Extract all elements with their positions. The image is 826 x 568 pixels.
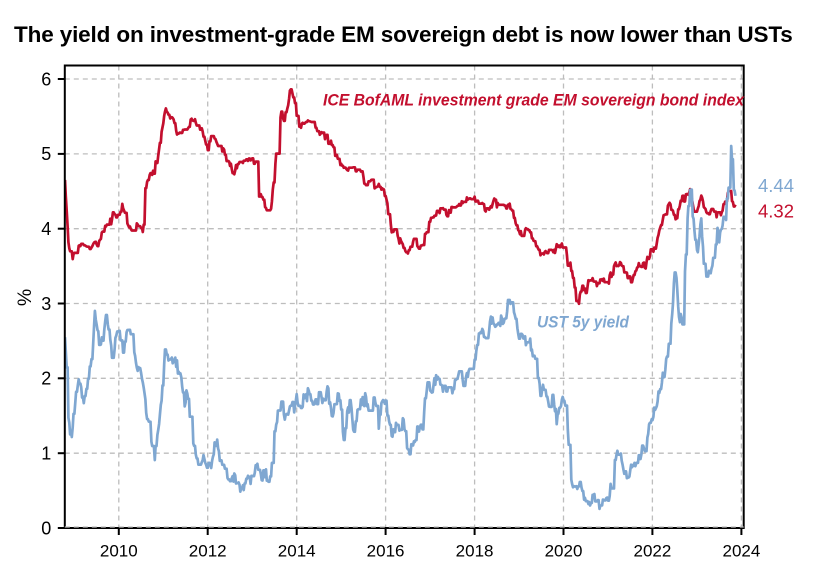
- svg-text:2014: 2014: [278, 541, 316, 560]
- svg-text:0: 0: [41, 518, 51, 538]
- svg-text:2016: 2016: [367, 541, 405, 560]
- svg-text:4: 4: [41, 219, 51, 239]
- svg-text:2012: 2012: [189, 541, 227, 560]
- svg-text:UST 5y yield: UST 5y yield: [537, 314, 630, 332]
- svg-text:The yield on investment-grade: The yield on investment-grade EM soverei…: [14, 22, 793, 47]
- svg-text:4.32: 4.32: [758, 201, 794, 222]
- svg-text:ICE BofAML investment grade EM: ICE BofAML investment grade EM sovereign…: [323, 92, 745, 110]
- svg-text:4.44: 4.44: [758, 175, 794, 196]
- svg-text:3: 3: [41, 294, 51, 314]
- svg-text:2020: 2020: [545, 541, 583, 560]
- svg-text:2024: 2024: [722, 541, 760, 560]
- svg-text:2: 2: [41, 369, 51, 389]
- svg-text:2010: 2010: [100, 541, 138, 560]
- svg-text:2022: 2022: [633, 541, 671, 560]
- svg-text:6: 6: [41, 69, 51, 89]
- svg-text:5: 5: [41, 144, 51, 164]
- svg-text:2018: 2018: [456, 541, 494, 560]
- svg-text:1: 1: [41, 444, 51, 464]
- svg-text:%: %: [14, 289, 36, 306]
